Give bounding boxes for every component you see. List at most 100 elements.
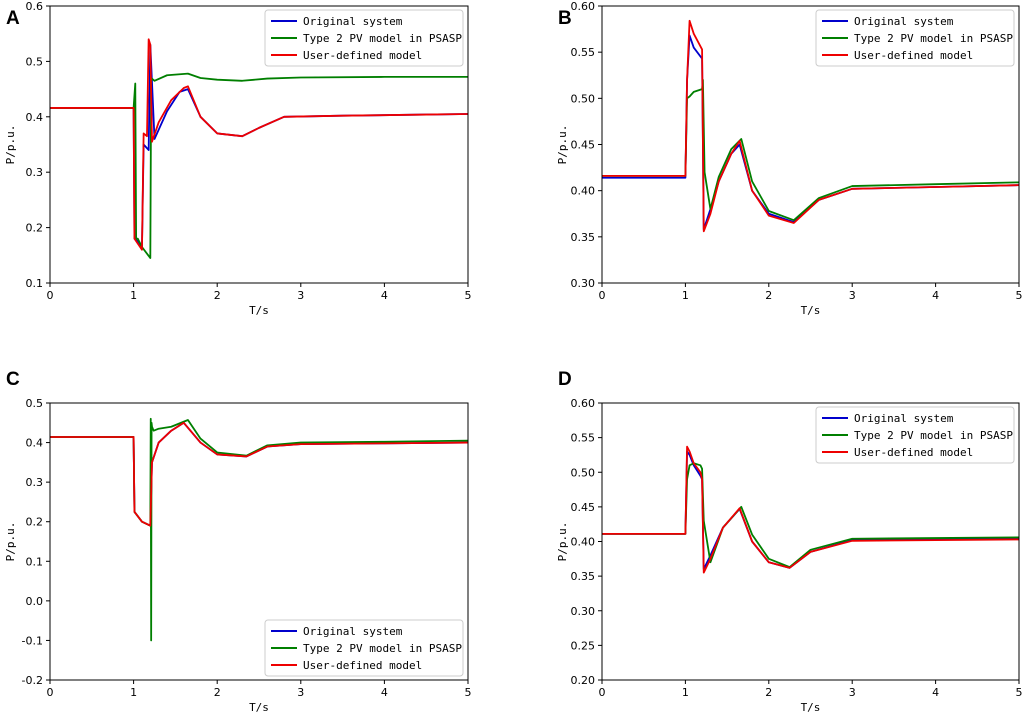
x-tick-label: 4: [932, 289, 939, 302]
x-axis-label: T/s: [801, 701, 821, 714]
y-tick-label: 0.1: [26, 277, 44, 290]
y-tick-label: 0.25: [571, 639, 596, 652]
y-tick-label: 0.4: [26, 111, 44, 124]
y-tick-label: 0.2: [26, 516, 44, 529]
x-tick-label: 2: [765, 289, 772, 302]
x-tick-label: 1: [130, 686, 137, 699]
y-tick-label: 0.20: [571, 674, 596, 687]
y-tick-label: 0.60: [571, 397, 596, 410]
x-tick-label: 2: [765, 686, 772, 699]
y-tick-label: 0.4: [26, 437, 44, 450]
legend-label: User-defined model: [303, 659, 422, 672]
y-axis-label: P/p.u.: [556, 522, 569, 562]
x-tick-label: 5: [1016, 686, 1023, 699]
y-axis-label: P/p.u.: [4, 125, 17, 165]
y-tick-label: 0.60: [571, 0, 596, 13]
y-tick-label: 0.5: [26, 55, 44, 68]
series-line-user: [50, 421, 468, 527]
x-tick-label: 0: [47, 686, 54, 699]
y-axis-label: P/p.u.: [556, 125, 569, 165]
x-axis-label: T/s: [801, 304, 821, 317]
legend-box: [815, 406, 1015, 464]
x-tick-label: 5: [465, 289, 472, 302]
panel-D: D 0 1 2 3 4 5 0.20 0.25 0.30 0.35 0.40 0.45 0.50 0.55 0…: [556, 369, 1023, 714]
x-tick-label: 3: [849, 289, 856, 302]
y-tick-label: 0.1: [26, 555, 44, 568]
y-tick-label: 0.0: [26, 595, 44, 608]
y-tick-label: 0.35: [571, 231, 596, 244]
y-tick-label: 0.30: [571, 277, 596, 290]
series-line-user: [602, 19, 1019, 233]
x-tick-label: 3: [849, 686, 856, 699]
x-tick-label: 0: [47, 289, 54, 302]
panel-C: C 0 1 2 3 4 5 -0.2 -0.1 0.0 0.1 0.2 0.3 0.4 0.5 T/s P/p.…: [4, 369, 472, 714]
y-tick-label: 0.30: [571, 605, 596, 618]
legend-label: Original system: [854, 412, 954, 425]
y-tick-label: 0.45: [571, 139, 596, 152]
x-tick-label: 3: [297, 686, 304, 699]
y-tick-label: 0.5: [26, 397, 44, 410]
x-tick-label: 2: [214, 289, 221, 302]
panel-letter: D: [558, 369, 572, 390]
legend: Original system Type 2 PV model in PSASP U…: [815, 9, 1015, 67]
series-line-user: [50, 38, 468, 251]
series-line-psasp: [602, 78, 1019, 222]
y-tick-label: 0.50: [571, 92, 596, 105]
x-tick-label: 1: [682, 289, 689, 302]
panel-B: B 0 1 2 3 4 5 0.30 0.35 0.40 0.45 0.50 0.55 0.60 T/s P/…: [556, 0, 1023, 317]
legend-box: [264, 9, 464, 67]
legend-label: Type 2 PV model in PSASP: [854, 429, 1013, 442]
series-line-user: [602, 445, 1019, 574]
series-line-psasp: [50, 417, 468, 642]
legend-label: Original system: [854, 15, 954, 28]
x-tick-label: 4: [381, 289, 388, 302]
panel-letter: B: [558, 8, 572, 29]
legend-label: Original system: [303, 15, 403, 28]
y-tick-label: 0.2: [26, 222, 44, 235]
legend-label: User-defined model: [303, 49, 422, 62]
y-tick-label: 0.40: [571, 536, 596, 549]
series-line-psasp: [50, 72, 468, 259]
y-tick-label: 0.55: [571, 432, 596, 445]
legend-box: [264, 619, 464, 677]
y-axis-label: P/p.u.: [4, 522, 17, 562]
x-tick-label: 4: [932, 686, 939, 699]
panel-letter: C: [6, 369, 20, 390]
legend: Original system Type 2 PV model in PSASP U…: [264, 619, 464, 677]
y-tick-label: -0.2: [22, 674, 43, 687]
plot-frame: [49, 5, 469, 284]
legend-label: Original system: [303, 625, 403, 638]
x-axis-label: T/s: [249, 701, 269, 714]
series-line-original: [50, 43, 468, 248]
y-tick-label: -0.1: [22, 634, 43, 647]
x-tick-label: 1: [682, 686, 689, 699]
y-tick-label: 0.40: [571, 185, 596, 198]
y-tick-label: 0.50: [571, 466, 596, 479]
y-tick-label: 0.3: [26, 166, 44, 179]
y-tick-label: 0.55: [571, 46, 596, 59]
x-axis-label: T/s: [249, 304, 269, 317]
y-tick-label: 0.6: [26, 0, 44, 13]
legend-label: Type 2 PV model in PSASP: [303, 32, 462, 45]
plot-frame: [49, 402, 469, 681]
series-line-original: [50, 421, 468, 527]
x-tick-label: 4: [381, 686, 388, 699]
x-tick-label: 0: [599, 686, 606, 699]
x-tick-label: 0: [599, 289, 606, 302]
legend-label: Type 2 PV model in PSASP: [854, 32, 1013, 45]
legend: Original system Type 2 PV model in PSASP U…: [264, 9, 464, 67]
y-tick-label: 0.45: [571, 501, 596, 514]
legend-label: User-defined model: [854, 49, 973, 62]
panel-A: A 0 1 2 3 4 5 0.1 0.2 0.3 0.4 0.5 0.6 T/s P/p.u. Origin…: [4, 0, 472, 317]
y-tick-label: 0.3: [26, 476, 44, 489]
x-tick-label: 5: [465, 686, 472, 699]
legend-label: User-defined model: [854, 446, 973, 459]
x-tick-label: 3: [297, 289, 304, 302]
legend: Original system Type 2 PV model in PSASP U…: [815, 406, 1015, 464]
panel-letter: A: [6, 8, 20, 29]
x-tick-label: 5: [1016, 289, 1023, 302]
x-tick-label: 1: [130, 289, 137, 302]
legend-box: [815, 9, 1015, 67]
legend-label: Type 2 PV model in PSASP: [303, 642, 462, 655]
